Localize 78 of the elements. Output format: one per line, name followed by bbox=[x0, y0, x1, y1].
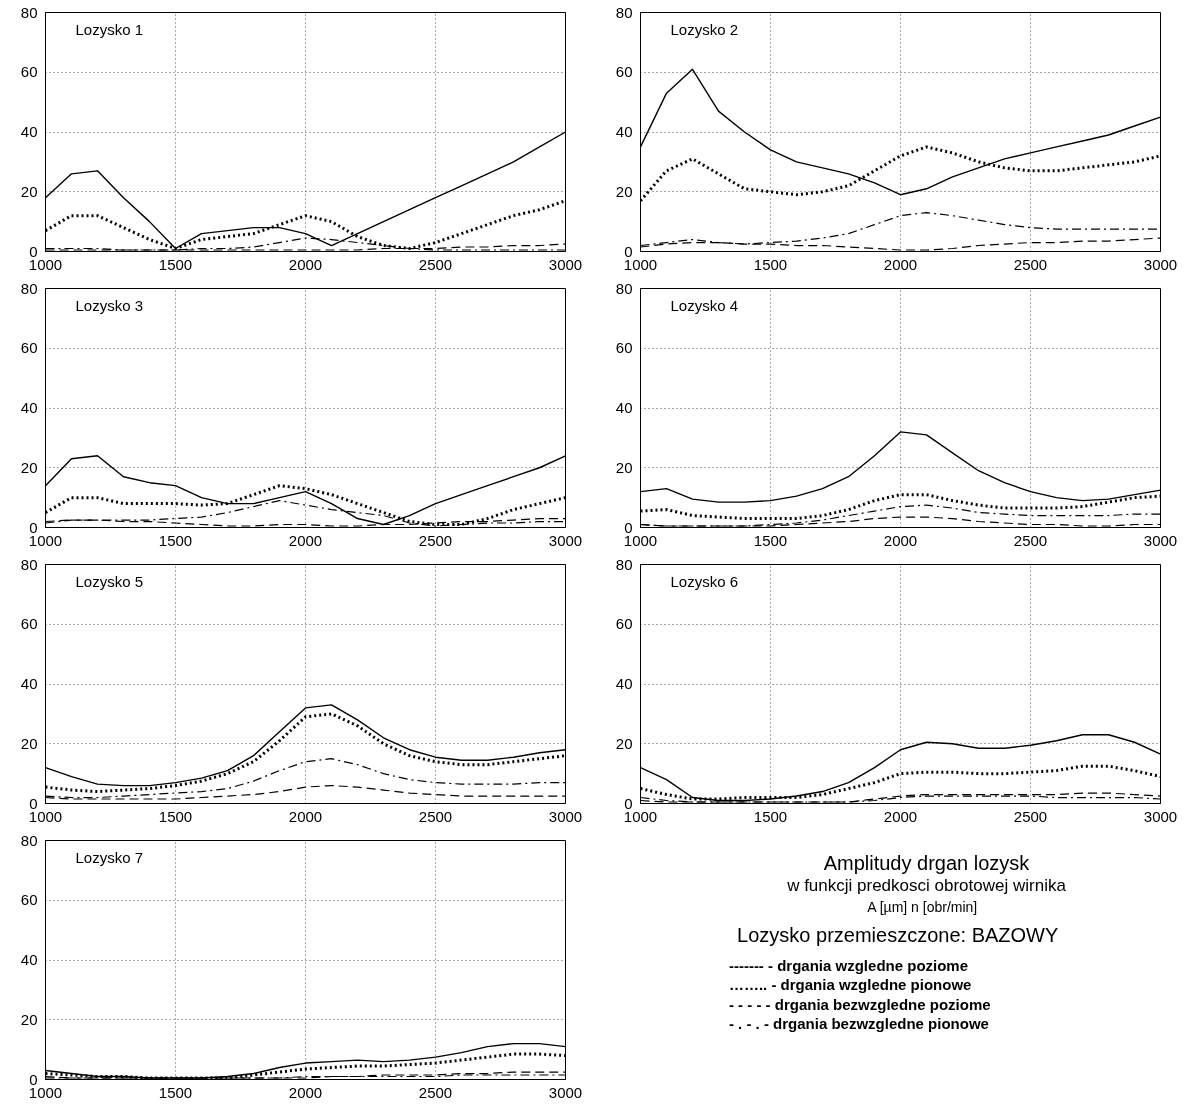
x-tick-label: 2500 bbox=[418, 531, 453, 549]
x-tick-label: 2000 bbox=[883, 807, 918, 825]
y-tick-label: 20 bbox=[20, 458, 38, 476]
y-tick-label: 40 bbox=[20, 399, 38, 416]
y-tick-label: 60 bbox=[615, 615, 633, 633]
y-tick-label: 60 bbox=[615, 63, 633, 81]
y-tick-label: 0 bbox=[29, 1070, 38, 1088]
x-tick-label: 2000 bbox=[288, 531, 323, 549]
y-tick-label: 0 bbox=[624, 518, 633, 536]
text: Lozysko 7 bbox=[75, 848, 144, 866]
x-tick-label: 3000 bbox=[548, 531, 583, 549]
text: Lozysko 3 bbox=[75, 296, 144, 314]
y-tick-label: 60 bbox=[20, 891, 38, 909]
x-tick-label: 3000 bbox=[548, 255, 583, 273]
text: Lozysko 5 bbox=[75, 572, 144, 590]
text: …….. - drgania wzgledne pionowe bbox=[728, 976, 972, 994]
x-tick-label: 1500 bbox=[753, 255, 788, 273]
y-tick-label: 20 bbox=[615, 458, 633, 476]
x-tick-label: 3000 bbox=[548, 807, 583, 825]
y-tick-label: 20 bbox=[615, 734, 633, 752]
x-tick-label: 2500 bbox=[418, 255, 453, 273]
x-tick-label: 2500 bbox=[418, 807, 453, 825]
text: Lozysko 6 bbox=[670, 572, 739, 590]
text: Lozysko 4 bbox=[670, 296, 739, 314]
x-tick-label: 1500 bbox=[753, 807, 788, 825]
y-tick-label: 80 bbox=[20, 279, 38, 297]
y-tick-label: 0 bbox=[29, 518, 38, 536]
y-tick-label: 80 bbox=[615, 3, 633, 21]
y-tick-label: 20 bbox=[20, 1010, 38, 1028]
text: - . - . - drgania bezwzgledne pionowe bbox=[728, 1014, 989, 1032]
x-tick-label: 3000 bbox=[1143, 807, 1178, 825]
y-tick-label: 80 bbox=[20, 3, 38, 21]
x-tick-label: 2000 bbox=[288, 255, 323, 273]
y-tick-label: 0 bbox=[624, 794, 633, 812]
x-tick-label: 3000 bbox=[1143, 531, 1178, 549]
x-tick-label: 1500 bbox=[158, 255, 193, 273]
y-tick-label: 40 bbox=[20, 951, 38, 968]
text: Lozysko 2 bbox=[670, 20, 739, 38]
x-tick-label: 2000 bbox=[288, 807, 323, 825]
y-tick-label: 60 bbox=[20, 615, 38, 633]
y-tick-label: 40 bbox=[615, 399, 633, 416]
text: w funkcji predkosci obrotowej wirnika bbox=[786, 876, 1067, 896]
x-tick-label: 2500 bbox=[1013, 807, 1048, 825]
x-tick-label: 1500 bbox=[158, 1083, 193, 1101]
text: Lozysko przemieszczone: BAZOWY bbox=[737, 923, 1059, 946]
y-tick-label: 40 bbox=[20, 675, 38, 692]
y-tick-label: 0 bbox=[29, 794, 38, 812]
x-tick-label: 2500 bbox=[418, 1083, 453, 1101]
y-tick-label: 60 bbox=[20, 63, 38, 81]
x-tick-label: 1500 bbox=[158, 531, 193, 549]
x-tick-label: 3000 bbox=[548, 1083, 583, 1101]
y-tick-label: 80 bbox=[20, 555, 38, 573]
x-tick-label: 1500 bbox=[158, 807, 193, 825]
y-tick-label: 60 bbox=[615, 339, 633, 357]
x-tick-label: 1500 bbox=[753, 531, 788, 549]
text: ------- - drgania wzgledne poziome bbox=[728, 957, 969, 975]
y-tick-label: 60 bbox=[20, 339, 38, 357]
y-tick-label: 20 bbox=[20, 734, 38, 752]
text: - - - - - drgania bezwzgledne poziome bbox=[728, 995, 991, 1013]
y-tick-label: 40 bbox=[20, 123, 38, 140]
text: Lozysko 1 bbox=[75, 20, 144, 38]
y-tick-label: 0 bbox=[29, 242, 38, 260]
x-tick-label: 2500 bbox=[1013, 255, 1048, 273]
y-tick-label: 80 bbox=[615, 279, 633, 297]
y-tick-label: 0 bbox=[624, 242, 633, 260]
y-tick-label: 20 bbox=[20, 182, 38, 200]
y-tick-label: 40 bbox=[615, 123, 633, 140]
y-tick-label: 20 bbox=[615, 182, 633, 200]
y-tick-label: 80 bbox=[20, 831, 38, 849]
x-tick-label: 2000 bbox=[883, 531, 918, 549]
text: A [µm] n [obr/min] bbox=[867, 898, 978, 915]
x-tick-label: 2000 bbox=[288, 1083, 323, 1101]
x-tick-label: 3000 bbox=[1143, 255, 1178, 273]
x-tick-label: 2000 bbox=[883, 255, 918, 273]
y-tick-label: 40 bbox=[615, 675, 633, 692]
y-tick-label: 80 bbox=[615, 555, 633, 573]
text: Amplitudy drgan lozysk bbox=[823, 851, 1031, 874]
x-tick-label: 2500 bbox=[1013, 531, 1048, 549]
